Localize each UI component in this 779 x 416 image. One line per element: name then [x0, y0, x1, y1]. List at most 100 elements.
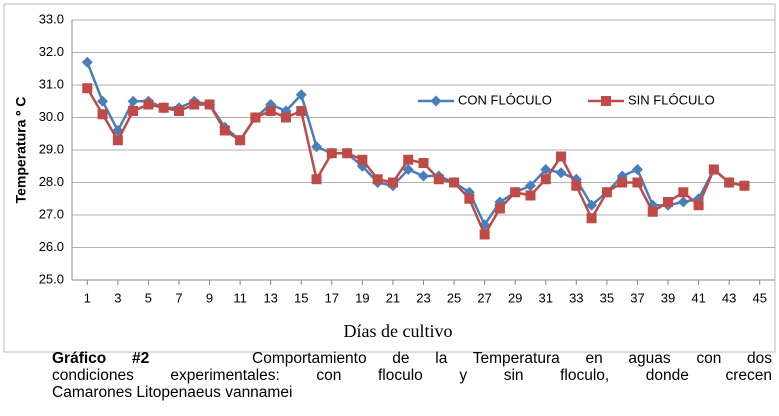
- point: [494, 203, 505, 214]
- point: [402, 164, 414, 175]
- point: [82, 83, 93, 94]
- point: [663, 197, 674, 207]
- point: [311, 174, 322, 185]
- x-tick-label: 27: [477, 290, 491, 305]
- point: [631, 164, 643, 175]
- point: [295, 89, 307, 101]
- x-tick-label: 7: [175, 290, 182, 305]
- point: [265, 106, 276, 116]
- chart-frame: [3, 3, 776, 353]
- point: [540, 164, 552, 175]
- point: [403, 154, 414, 165]
- point: [586, 199, 598, 211]
- y-tick-label: 30.0: [39, 109, 64, 124]
- point: [739, 180, 750, 191]
- x-tick-label: 33: [569, 290, 583, 305]
- point: [219, 125, 230, 136]
- x-tick-label: 5: [145, 290, 152, 305]
- legend-label: SIN FLÓCULO: [628, 92, 715, 107]
- point: [524, 180, 536, 192]
- y-tick-label: 32.0: [39, 44, 64, 59]
- point: [555, 167, 567, 179]
- point: [387, 177, 398, 188]
- y-tick-label: 25.0: [39, 271, 64, 286]
- point: [724, 177, 735, 188]
- y-axis-label: Temperatura º C: [13, 97, 29, 204]
- x-tick-label: 11: [233, 290, 247, 305]
- legend-marker: [430, 95, 442, 107]
- point: [693, 200, 704, 211]
- x-tick-label: 21: [386, 290, 400, 305]
- x-tick-label: 9: [206, 290, 213, 305]
- legend-label: CON FLÓCULO: [458, 92, 552, 107]
- y-tick-label: 27.0: [39, 206, 64, 221]
- point: [250, 112, 261, 123]
- point: [433, 174, 444, 185]
- point: [617, 177, 628, 188]
- point: [449, 177, 460, 188]
- point: [601, 187, 612, 198]
- caption-text: Comportamiento de la Temperatura en agua…: [252, 350, 773, 367]
- legend-marker: [601, 96, 611, 106]
- x-tick-label: 39: [661, 290, 675, 305]
- point: [280, 112, 291, 123]
- point: [510, 187, 521, 198]
- series-line: [86, 87, 745, 238]
- x-tick-label: 31: [539, 290, 553, 305]
- x-tick-label: 13: [263, 290, 277, 305]
- x-tick-label: 37: [630, 290, 644, 305]
- y-tick-label: 31.0: [39, 76, 64, 91]
- point: [296, 106, 307, 116]
- point: [586, 213, 597, 224]
- point: [372, 174, 383, 185]
- point: [418, 170, 429, 182]
- x-tick-label: 25: [447, 290, 461, 305]
- point: [342, 148, 353, 159]
- y-tick-label: 33.0: [39, 11, 64, 26]
- point: [647, 206, 658, 217]
- point: [632, 177, 643, 188]
- point: [81, 56, 93, 68]
- point: [418, 158, 429, 168]
- x-tick-label: 43: [722, 290, 736, 305]
- point: [112, 135, 123, 146]
- y-tick-label: 29.0: [39, 141, 64, 156]
- point: [357, 154, 368, 165]
- caption-line: Camarones Litopenaeus vannamei: [52, 384, 293, 401]
- x-tick-label: 15: [294, 290, 308, 305]
- x-tick-label: 3: [114, 290, 121, 305]
- point: [571, 180, 582, 191]
- point: [97, 95, 109, 107]
- point: [525, 190, 536, 201]
- caption-label: Gráfico #2: [52, 350, 150, 367]
- point: [479, 229, 490, 240]
- point: [97, 109, 108, 120]
- caption-line: Gráfico #2 Comportamiento de la Temperat…: [52, 350, 772, 367]
- point: [173, 106, 184, 116]
- x-tick-label: 19: [355, 290, 369, 305]
- point: [235, 135, 246, 146]
- x-tick-label: 45: [752, 290, 766, 305]
- x-tick-label: 35: [600, 290, 614, 305]
- x-tick-label: 17: [325, 290, 339, 305]
- point: [158, 102, 169, 113]
- point: [128, 106, 139, 116]
- x-tick-label: 41: [691, 290, 705, 305]
- point: [326, 148, 337, 159]
- point: [678, 187, 689, 198]
- point: [677, 196, 689, 208]
- x-tick-label: 1: [84, 290, 91, 305]
- point: [540, 174, 551, 185]
- caption-line: condiciones experimentales: con floculo …: [52, 367, 772, 384]
- point: [708, 164, 719, 175]
- point: [464, 193, 475, 204]
- point: [556, 151, 567, 162]
- x-axis-label: Días de cultivo: [344, 321, 453, 341]
- y-tick-label: 26.0: [39, 239, 64, 254]
- point: [127, 95, 139, 107]
- point: [143, 99, 154, 110]
- x-tick-label: 29: [508, 290, 522, 305]
